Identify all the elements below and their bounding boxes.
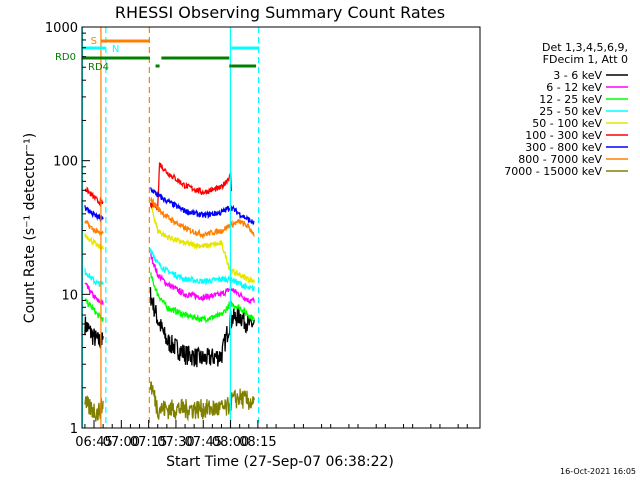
series-line-100-300-kev: [84, 186, 104, 207]
legend: Det 1,3,4,5,6,9,FDecim 1, Att 0 3 - 6 keV…: [504, 41, 628, 178]
legend-header: FDecim 1, Att 0: [543, 53, 628, 66]
series-line-7000-15000-kev: [84, 394, 104, 422]
x-tick-label: 07:00: [103, 435, 140, 450]
y-tick-label: 10: [61, 288, 78, 303]
flag-label-s: S: [91, 36, 97, 47]
series-line-300-800-kev: [149, 187, 255, 225]
plot-frame: [81, 26, 481, 429]
series-line-300-800-kev: [84, 205, 104, 223]
y-tick-label: 1000: [45, 21, 78, 36]
legend-label: 3 - 6 keV: [553, 69, 602, 82]
data-layer: [84, 162, 255, 422]
x-tick-label: 07:30: [157, 435, 194, 450]
legend-label: 7000 - 15000 keV: [504, 165, 602, 178]
series-line-12-25-kev: [149, 271, 255, 324]
flag-label-n: N: [112, 44, 119, 55]
legend-label: 300 - 800 keV: [525, 141, 602, 154]
x-tick-label: 08:15: [239, 435, 276, 450]
series-line-800-7000-kev: [84, 219, 104, 237]
x-tick-label: 08:00: [212, 435, 249, 450]
x-tick-label: 06:45: [75, 435, 112, 450]
legend-label: 25 - 50 keV: [539, 105, 602, 118]
series-line-50-100-kev: [84, 233, 104, 253]
series-line-25-50-kev: [84, 268, 104, 287]
y-tick-label: 1: [70, 422, 78, 437]
series-line-12-25-kev: [84, 297, 104, 322]
series-line-100-300-kev: [149, 162, 233, 211]
series-line-6-12-kev: [84, 282, 104, 305]
legend-label: 12 - 25 keV: [539, 93, 602, 106]
series-line-25-50-kev: [149, 248, 255, 292]
series-line-3-6-kev: [149, 287, 255, 368]
footer-timestamp: 16-Oct-2021 16:05: [560, 467, 636, 476]
y-tick-label: 100: [53, 155, 78, 170]
legend-label: 800 - 7000 keV: [518, 153, 602, 166]
legend-label: 6 - 12 keV: [546, 81, 602, 94]
x-axis-label: Start Time (27-Sep-07 06:38:22): [166, 454, 394, 470]
series-line-50-100-kev: [150, 202, 255, 285]
flag-label-rd4: RD4: [88, 62, 109, 73]
legend-label: 50 - 100 keV: [532, 117, 602, 130]
legend-header: Det 1,3,4,5,6,9,: [542, 41, 628, 54]
x-tick-label: 07:45: [185, 435, 222, 450]
x-tick-label: 07:15: [130, 435, 167, 450]
series-line-6-12-kev: [150, 252, 255, 305]
legend-label: 100 - 300 keV: [525, 129, 602, 142]
y-axis-label: Count Rate (s⁻¹ detector⁻¹): [22, 133, 38, 323]
annotation-layer: S N RD0 RD4: [55, 27, 260, 428]
series-line-7000-15000-kev: [149, 381, 255, 422]
chart-title: RHESSI Observing Summary Count Rates: [115, 3, 445, 22]
flag-label-rd0: RD0: [55, 52, 76, 63]
series-line-800-7000-kev: [150, 197, 255, 240]
series-line-3-6-kev: [84, 316, 104, 349]
